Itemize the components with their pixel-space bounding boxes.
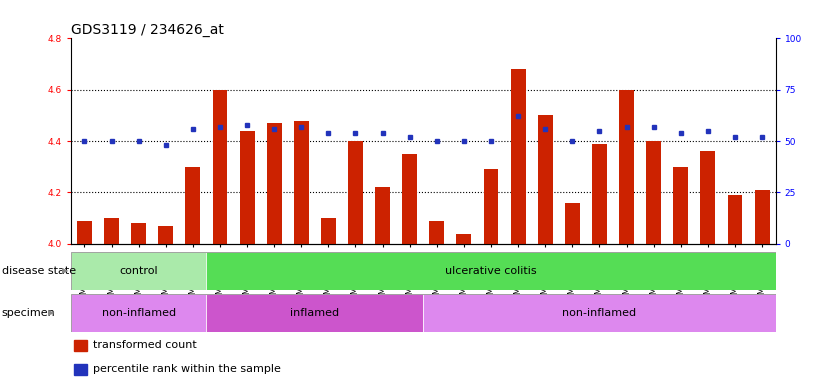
Text: ▶: ▶	[48, 308, 54, 318]
Bar	[755, 190, 770, 244]
Text: inflamed: inflamed	[290, 308, 339, 318]
Bar	[267, 123, 282, 244]
Bar	[131, 223, 146, 244]
Bar	[71, 294, 207, 332]
Bar	[294, 121, 309, 244]
Bar	[673, 167, 688, 244]
Text: disease state: disease state	[2, 266, 76, 276]
Bar	[619, 90, 634, 244]
Bar	[207, 252, 776, 290]
Bar	[565, 203, 580, 244]
Bar	[456, 233, 471, 244]
Bar	[424, 294, 776, 332]
Text: non-inflamed: non-inflamed	[102, 308, 176, 318]
Text: non-inflamed: non-inflamed	[562, 308, 636, 318]
Text: control: control	[119, 266, 158, 276]
Bar	[727, 195, 742, 244]
Bar	[484, 169, 499, 244]
Bar	[701, 151, 716, 244]
Bar	[185, 167, 200, 244]
Bar	[74, 364, 87, 375]
Bar	[104, 218, 119, 244]
Bar	[510, 69, 525, 244]
Bar	[158, 226, 173, 244]
Text: ▶: ▶	[62, 266, 68, 275]
Bar	[77, 221, 92, 244]
Bar	[348, 141, 363, 244]
Text: GDS3119 / 234626_at: GDS3119 / 234626_at	[71, 23, 224, 37]
Bar	[74, 339, 87, 351]
Text: transformed count: transformed count	[93, 340, 197, 350]
Bar	[321, 218, 336, 244]
Text: percentile rank within the sample: percentile rank within the sample	[93, 364, 281, 374]
Bar	[239, 131, 254, 244]
Bar	[213, 90, 228, 244]
Bar	[646, 141, 661, 244]
Bar	[71, 252, 207, 290]
Text: specimen: specimen	[2, 308, 55, 318]
Bar	[592, 144, 607, 244]
Bar	[375, 187, 390, 244]
Bar	[207, 294, 424, 332]
Text: ulcerative colitis: ulcerative colitis	[445, 266, 537, 276]
Bar	[430, 221, 445, 244]
Bar	[402, 154, 417, 244]
Bar	[538, 116, 553, 244]
